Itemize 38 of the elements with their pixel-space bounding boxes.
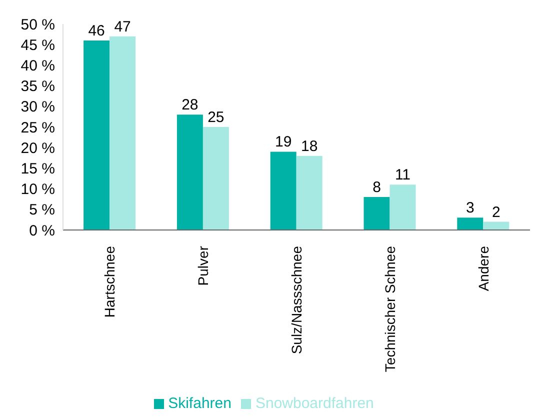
data-label: 47 xyxy=(114,18,131,36)
y-tick-label: 15 % xyxy=(20,160,55,178)
bar xyxy=(202,127,229,230)
bar xyxy=(270,152,296,230)
y-tick-label: 45 % xyxy=(20,36,55,54)
y-tick-label: 10 % xyxy=(20,181,55,198)
x-tick-label: Hartschnee xyxy=(102,246,118,318)
data-label: 11 xyxy=(394,166,411,184)
y-tick-label: 30 % xyxy=(20,98,55,116)
y-tick-label: 35 % xyxy=(20,78,55,96)
y-tick-label: 20 % xyxy=(20,140,55,157)
y-tick-label: 25 % xyxy=(20,119,55,136)
bar xyxy=(483,222,510,230)
data-label: 25 xyxy=(208,109,224,126)
x-tick-label: Technischer Schnee xyxy=(382,246,398,372)
y-tick-label: 40 % xyxy=(20,58,55,75)
legend-label: Skifahren xyxy=(168,395,232,412)
bar xyxy=(364,197,390,230)
data-label: 8 xyxy=(372,179,381,196)
data-label: 2 xyxy=(492,204,500,221)
data-label: 18 xyxy=(301,138,318,155)
bar xyxy=(176,114,203,230)
bar xyxy=(110,36,136,230)
bar xyxy=(84,40,110,230)
x-tick-label: Pulver xyxy=(195,246,212,286)
y-tick-label: 5 % xyxy=(29,202,55,219)
data-label: 46 xyxy=(88,22,105,40)
data-label: 3 xyxy=(466,200,474,217)
bar xyxy=(390,184,416,230)
bar xyxy=(457,218,484,230)
x-tick-label: Sulz/Nassschnee xyxy=(288,246,304,354)
y-tick-label: 50 % xyxy=(20,16,55,34)
data-label: 28 xyxy=(182,96,198,114)
data-label: 19 xyxy=(275,134,292,151)
bar xyxy=(296,156,322,230)
legend-label: Snowboardfahren xyxy=(255,395,374,412)
x-tick-label: Andere xyxy=(475,246,492,292)
y-tick-label: 0 % xyxy=(29,222,55,240)
